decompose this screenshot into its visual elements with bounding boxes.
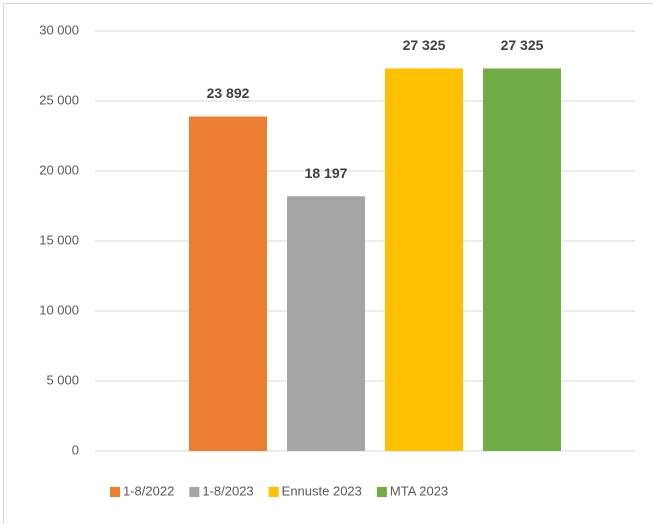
- y-tick-label: 20 000: [39, 162, 79, 177]
- y-tick-label: 10 000: [39, 302, 79, 317]
- y-tick-label: 15 000: [39, 232, 79, 247]
- y-tick-label: 30 000: [39, 22, 79, 37]
- legend-label: MTA 2023: [390, 483, 448, 498]
- chart-border: [3, 3, 653, 524]
- bar: [385, 68, 463, 451]
- legend-swatch: [189, 487, 200, 497]
- value-label: 27 325: [403, 37, 446, 53]
- legend-swatch: [110, 487, 120, 497]
- value-label: 18 197: [305, 165, 348, 181]
- legend-label: Ennuste 2023: [282, 483, 362, 498]
- bar: [287, 196, 365, 451]
- legend-label: 1-8/2023: [202, 483, 253, 498]
- y-tick-label: 25 000: [39, 92, 79, 107]
- legend-label: 1-8/2022: [123, 483, 174, 498]
- y-tick-label: 5 000: [46, 372, 79, 387]
- value-label: 23 892: [207, 85, 250, 101]
- y-tick-label: 0: [72, 442, 79, 457]
- value-label: 27 325: [501, 37, 544, 53]
- legend-swatch: [376, 487, 387, 497]
- bar: [189, 116, 267, 452]
- bar: [483, 68, 561, 451]
- legend-swatch: [268, 487, 279, 497]
